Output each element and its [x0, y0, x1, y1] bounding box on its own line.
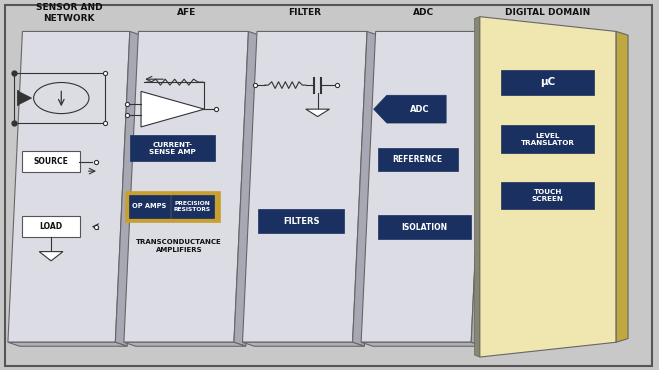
- Polygon shape: [361, 342, 483, 346]
- FancyBboxPatch shape: [501, 70, 594, 95]
- Polygon shape: [616, 31, 628, 342]
- Text: μC: μC: [540, 77, 556, 87]
- Polygon shape: [361, 31, 486, 342]
- Polygon shape: [353, 31, 379, 346]
- Polygon shape: [306, 109, 330, 117]
- Text: PRECISION
RESISTORS: PRECISION RESISTORS: [174, 201, 211, 212]
- FancyBboxPatch shape: [501, 182, 594, 209]
- Text: REFERENCE: REFERENCE: [393, 155, 443, 164]
- Text: LOAD: LOAD: [40, 222, 63, 231]
- Text: DIGITAL DOMAIN: DIGITAL DOMAIN: [505, 9, 590, 17]
- Text: SENSOR AND
NETWORK: SENSOR AND NETWORK: [36, 3, 102, 23]
- FancyBboxPatch shape: [22, 151, 80, 172]
- Text: ISOLATION: ISOLATION: [401, 223, 447, 232]
- Text: AFE: AFE: [177, 9, 196, 17]
- Text: ADC: ADC: [410, 105, 430, 114]
- Text: FILTER: FILTER: [288, 9, 322, 17]
- Polygon shape: [8, 31, 130, 342]
- Text: TOUCH
SCREEN: TOUCH SCREEN: [532, 189, 563, 202]
- Polygon shape: [141, 91, 204, 127]
- Polygon shape: [243, 31, 367, 342]
- Text: OP AMPS: OP AMPS: [132, 204, 167, 209]
- Text: ADC: ADC: [413, 9, 434, 17]
- Polygon shape: [8, 342, 127, 346]
- Polygon shape: [115, 31, 142, 346]
- FancyBboxPatch shape: [130, 135, 215, 161]
- FancyBboxPatch shape: [171, 195, 214, 218]
- FancyBboxPatch shape: [378, 148, 458, 171]
- FancyBboxPatch shape: [258, 209, 344, 233]
- Polygon shape: [124, 342, 246, 346]
- Polygon shape: [234, 31, 260, 346]
- FancyBboxPatch shape: [501, 125, 594, 153]
- Polygon shape: [243, 342, 364, 346]
- FancyBboxPatch shape: [22, 216, 80, 237]
- Text: FILTERS: FILTERS: [283, 216, 320, 226]
- Text: LEVEL
TRANSLATOR: LEVEL TRANSLATOR: [521, 132, 575, 146]
- FancyBboxPatch shape: [378, 215, 471, 239]
- Text: TRANSCONDUCTANCE
AMPLIFIERS: TRANSCONDUCTANCE AMPLIFIERS: [136, 239, 222, 253]
- Polygon shape: [40, 252, 63, 261]
- Polygon shape: [124, 31, 248, 342]
- Polygon shape: [374, 95, 446, 123]
- Text: CURRENT-
SENSE AMP: CURRENT- SENSE AMP: [150, 142, 196, 155]
- Polygon shape: [474, 17, 480, 357]
- Text: SOURCE: SOURCE: [34, 157, 69, 166]
- Polygon shape: [480, 17, 616, 357]
- FancyBboxPatch shape: [125, 191, 220, 222]
- FancyBboxPatch shape: [129, 195, 170, 218]
- Polygon shape: [18, 91, 32, 105]
- Polygon shape: [471, 31, 498, 346]
